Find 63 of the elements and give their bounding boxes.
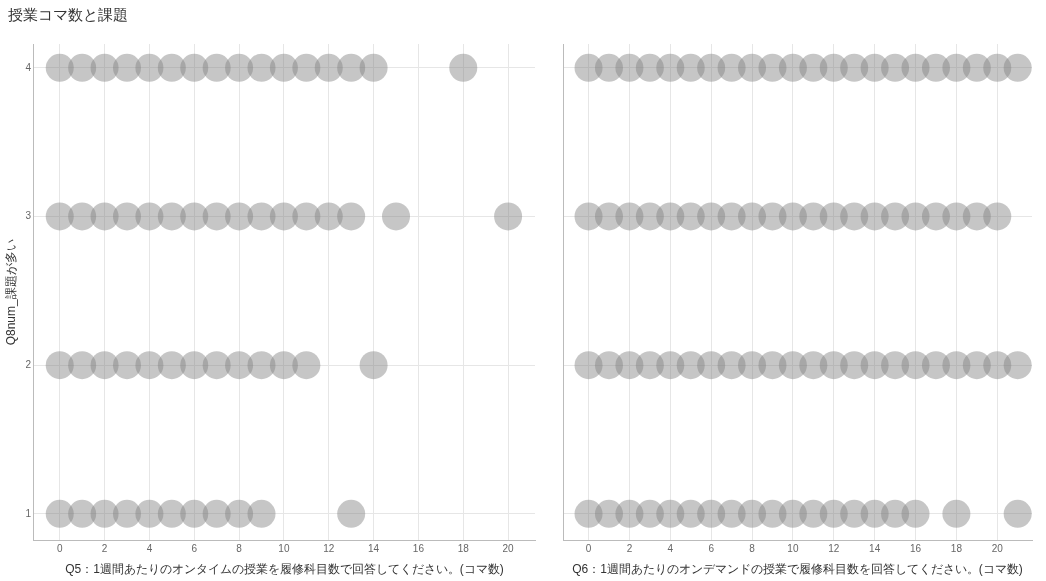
x-tick-label: 20 [991,543,1004,555]
point [292,351,321,380]
point [359,53,388,82]
x-tick-label: 16 [412,543,425,555]
point [449,53,478,82]
x-tick-label: 6 [191,543,198,555]
point [1003,499,1032,528]
x-tick-label: 0 [585,543,592,555]
x-tick-label: 16 [909,543,922,555]
chart-title: 授業コマ数と課題 [7,5,129,26]
y-tick-label: 1 [25,507,32,519]
point [269,202,298,231]
x-tick-label: 10 [787,543,799,555]
point [942,499,971,528]
point [113,499,141,528]
point [269,53,298,82]
point [45,351,74,380]
point [135,53,164,82]
y-tick-label: 2 [25,358,32,370]
point [135,351,164,380]
point [382,202,411,231]
point [202,53,231,82]
point [983,202,1012,231]
point [135,499,164,528]
point [901,499,930,528]
x-tick-label: 12 [828,543,840,555]
point [90,499,119,528]
x-axis-title: Q6：1週間あたりのオンデマンドの授業で履修科目数を回答してください。(コマ数) [572,562,1023,577]
x-tick-label: 14 [368,543,380,555]
x-tick-label: 2 [626,543,633,555]
point [90,351,119,380]
point [113,351,141,380]
x-tick-label: 8 [749,543,756,555]
point [113,53,141,82]
x-tick-label: 12 [323,543,335,555]
point [1003,53,1032,82]
x-tick-label: 4 [667,543,674,555]
point [247,351,276,380]
x-tick-label: 14 [869,543,881,555]
point [337,202,366,231]
x-tick-label: 10 [278,543,290,555]
x-tick-label: 18 [457,543,470,555]
x-tick-label: 6 [708,543,715,555]
x-tick-label: 4 [146,543,153,555]
point [157,53,186,82]
y-tick-label: 3 [25,210,32,222]
point [359,351,388,380]
y-axis-title: Q8num_課題が多い [3,239,18,346]
y-tick-label: 4 [25,61,32,73]
x-tick-label: 2 [101,543,108,555]
point [202,499,231,528]
x-tick-label: 18 [950,543,963,555]
x-tick-label: 8 [236,543,243,555]
x-tick-label: 0 [56,543,63,555]
point [1003,351,1032,380]
point [202,351,231,380]
point [337,499,366,528]
x-axis-title: Q5：1週間あたりのオンタイムの授業を履修科目数で回答してください。(コマ数) [65,562,504,577]
x-tick-label: 20 [502,543,515,555]
point [314,53,343,82]
point [494,202,523,231]
point [247,499,276,528]
point [45,53,74,82]
